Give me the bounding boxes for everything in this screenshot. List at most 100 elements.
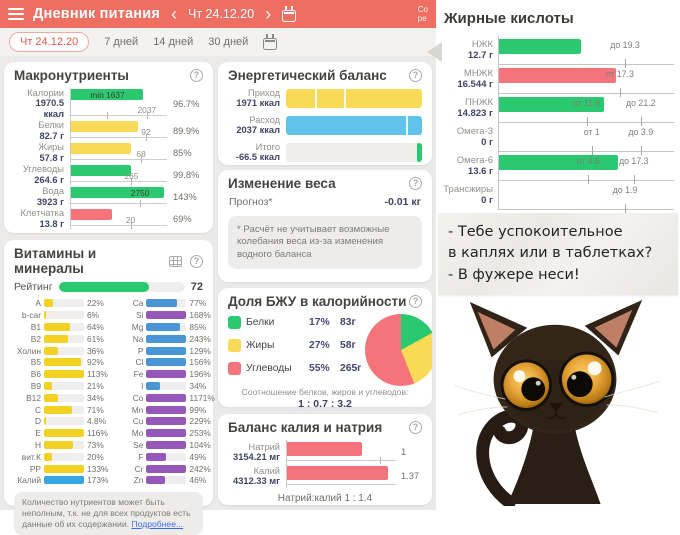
nutrient-track bbox=[146, 334, 187, 343]
forecast-value: -0.01 кг bbox=[384, 196, 421, 208]
axis-line bbox=[287, 460, 396, 461]
nutrient-bar bbox=[146, 452, 167, 461]
nutrient-name: Mg bbox=[131, 321, 144, 332]
nutrient-bar bbox=[146, 346, 187, 355]
nutrient-name: Калий bbox=[17, 475, 41, 486]
nutrient-bar bbox=[44, 393, 58, 402]
chevron-left-icon[interactable]: ‹ bbox=[171, 4, 177, 24]
tick-label: до 19.3 bbox=[610, 40, 640, 50]
fatty-acid-chart-cell: от 11.6 до 21.2 bbox=[498, 94, 674, 126]
help-icon[interactable] bbox=[190, 69, 203, 82]
help-icon[interactable] bbox=[409, 69, 422, 82]
nutrient-percent: 99% bbox=[189, 404, 207, 415]
dashboard-area: Дневник питания ‹ Чт 24.12.20 › Со ре Чт … bbox=[0, 0, 436, 510]
nutrient-name: B2 bbox=[30, 333, 41, 344]
macro-label: Белки 82.7 г bbox=[38, 120, 64, 141]
nutrient-row: Mg 85% bbox=[116, 322, 214, 333]
macro-label: Калории 1970.5 ккал bbox=[27, 87, 64, 119]
fatty-acid-row: НЖК 12.7 г до 19.3 bbox=[440, 36, 674, 68]
nutrient-track bbox=[44, 452, 84, 461]
fatty-acids-chart: НЖК 12.7 г до 19.3 МНЖК 16.544 г от 17.3 П… bbox=[440, 36, 674, 213]
nutrient-name: B1 bbox=[30, 321, 41, 332]
nutrient-percent: 34% bbox=[87, 392, 104, 403]
nutrient-row: F 49% bbox=[116, 451, 214, 462]
card-title: Изменение веса bbox=[228, 176, 336, 191]
help-icon[interactable] bbox=[409, 177, 422, 190]
nutrient-name: PP bbox=[29, 463, 41, 474]
nutrient-row: Cl 156% bbox=[116, 357, 214, 368]
tick-label: 92 bbox=[141, 127, 151, 137]
meme-text-line: в каплях или в таблетках? bbox=[448, 245, 653, 262]
forecast-label: Прогноз* bbox=[229, 196, 273, 208]
help-icon[interactable] bbox=[409, 295, 422, 308]
macro-bar bbox=[71, 121, 139, 132]
tab-30-days[interactable]: 30 дней bbox=[208, 36, 249, 48]
nutrient-percent: 113% bbox=[87, 369, 108, 380]
bar-divider bbox=[405, 115, 408, 135]
cat-body bbox=[507, 414, 601, 505]
macro-percent: 96.7% bbox=[173, 98, 200, 109]
nutrient-percent: 168% bbox=[189, 310, 211, 321]
macro-chart-cell: 20 bbox=[70, 208, 167, 229]
chevron-right-icon[interactable]: › bbox=[265, 4, 272, 24]
fatty-acid-row: Омега-3 0 г от 1 до 3.9 bbox=[440, 123, 674, 155]
tab-current-day[interactable]: Чт 24.12.20 bbox=[9, 32, 90, 52]
header-date[interactable]: Чт 24.12.20 bbox=[188, 7, 255, 21]
nutrient-percent: 64% bbox=[87, 321, 104, 332]
nutrient-bar bbox=[146, 381, 161, 390]
nutrient-bar bbox=[146, 393, 187, 402]
nutrient-bar bbox=[146, 299, 178, 308]
nutrient-row: Se 104% bbox=[116, 440, 214, 451]
energy-bar-track bbox=[286, 142, 422, 162]
weight-note: * Расчёт не учитывает возможные колебани… bbox=[228, 216, 422, 269]
nutrient-bar bbox=[44, 370, 84, 379]
nutrient-name: E bbox=[35, 428, 41, 439]
nutrient-row: C 71% bbox=[14, 404, 108, 415]
macro-row: Клетчатка 13.8 г 20 69% bbox=[14, 208, 203, 229]
nutrient-percent: 242% bbox=[189, 463, 211, 474]
nutrient-name: Cr bbox=[134, 463, 144, 474]
fatty-acid-chart-cell: от 17.3 bbox=[498, 65, 674, 97]
tick-label: от 4.8 bbox=[576, 156, 600, 166]
nutrient-bar bbox=[44, 334, 69, 343]
nutrient-row: E 116% bbox=[14, 428, 108, 439]
nutrient-name: B6 bbox=[30, 369, 41, 380]
weight-change-card: Изменение веса Прогноз* -0.01 кг * Расчё… bbox=[218, 170, 432, 282]
tick-label: 2037 bbox=[137, 105, 157, 115]
nutrient-row: Na 243% bbox=[116, 333, 214, 344]
help-icon[interactable] bbox=[409, 421, 422, 434]
legend-swatch bbox=[228, 315, 241, 329]
nutrient-track bbox=[146, 440, 187, 449]
axis-line bbox=[71, 225, 167, 226]
sodium-chart-cell bbox=[286, 464, 396, 488]
collapse-panel-arrow-icon[interactable] bbox=[427, 42, 442, 62]
calendar-icon[interactable] bbox=[263, 34, 278, 50]
fatty-acid-row: МНЖК 16.544 г от 17.3 bbox=[440, 65, 674, 97]
nutrient-percent: 243% bbox=[189, 333, 211, 344]
tab-14-days[interactable]: 14 дней bbox=[153, 36, 194, 48]
nutrient-percent: 156% bbox=[189, 357, 211, 368]
macro-label: Клетчатка 13.8 г bbox=[20, 208, 64, 229]
nutrient-row: Mo 253% bbox=[116, 428, 214, 439]
tick-label: от 11.6 bbox=[572, 98, 601, 108]
nutrient-track bbox=[44, 334, 84, 343]
fatty-acid-chart-cell: от 4.8 до 17.3 bbox=[498, 152, 674, 184]
table-view-icon[interactable] bbox=[169, 255, 182, 267]
fatty-acid-bar bbox=[499, 68, 617, 83]
nutrient-percent: 22% bbox=[87, 298, 104, 309]
tab-7-days[interactable]: 7 дней bbox=[104, 36, 139, 48]
nutrient-percent: 71% bbox=[87, 404, 104, 415]
rating-track bbox=[58, 282, 185, 292]
more-link[interactable]: Подробнее... bbox=[131, 518, 184, 529]
menu-icon[interactable] bbox=[8, 7, 24, 21]
nutrient-row: PP 133% bbox=[14, 463, 109, 474]
macro-bar-chart: Калории 1970.5 ккал min 1637 2037 96.7% Бе… bbox=[14, 88, 203, 229]
macro-row: Вода 3923 г 2750 143% bbox=[14, 186, 203, 207]
help-icon[interactable] bbox=[190, 254, 203, 268]
legend-percent: 27% bbox=[309, 339, 330, 351]
calendar-icon[interactable] bbox=[282, 6, 297, 22]
macro-chart-cell: min 1637 2037 bbox=[70, 88, 167, 119]
meme-text-line: - В фужере неси! bbox=[448, 266, 580, 283]
nutrient-track bbox=[146, 311, 187, 320]
